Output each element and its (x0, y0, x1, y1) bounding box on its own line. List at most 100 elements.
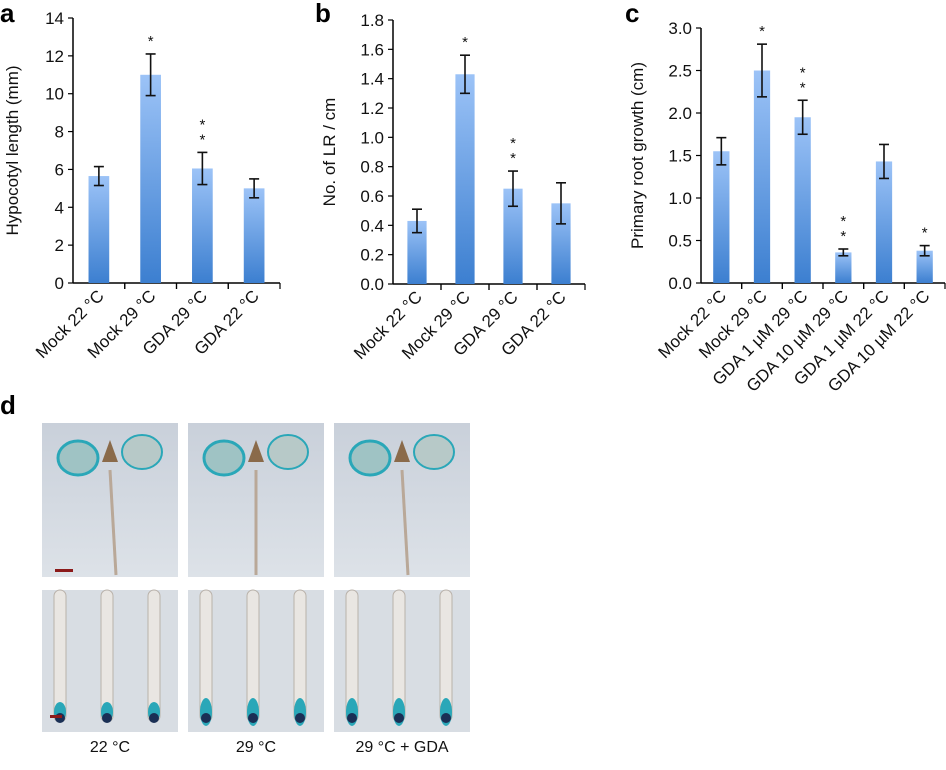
seedling-photo (334, 423, 470, 577)
y-tick-label: 1.0 (360, 128, 384, 147)
bar (503, 188, 523, 284)
y-tick-label: 4 (55, 198, 64, 217)
error-bar (556, 182, 566, 225)
cotyledon-right (413, 434, 455, 470)
significance-marker: * (840, 213, 846, 230)
shoot-apex (102, 440, 118, 462)
bar (835, 252, 852, 283)
cotyledon-right (121, 434, 163, 470)
bar (916, 250, 933, 283)
y-tick-label: 0.0 (360, 275, 384, 294)
y-tick-label: 3.0 (668, 19, 692, 38)
root-tip (149, 713, 159, 723)
root-tip (347, 713, 357, 723)
y-axis-label: Primary root growth (cm) (628, 62, 647, 249)
cotyledon-left (202, 439, 246, 477)
significance-marker: * (510, 135, 516, 152)
significance-marker: * (462, 34, 468, 51)
panel-label-d: d (0, 390, 16, 420)
panel-label-a: a (0, 0, 15, 28)
panel-d-photos: d 22 °C 29 °C 29 °C + GDA (0, 390, 470, 756)
error-bar (412, 208, 422, 234)
root-tip-photo (188, 589, 324, 732)
photo-caption: 29 °C (236, 739, 276, 756)
y-axis-label: Hypocotyl length (mm) (3, 65, 22, 235)
bar (407, 220, 427, 284)
seedling-photo (42, 423, 178, 577)
root-tip-photo (334, 589, 470, 732)
significance-marker: * (510, 150, 516, 167)
y-tick-label: 2.0 (668, 104, 692, 123)
chart-c: c 0.0 0.5 1.0 1.5 2.0 2.5 3.0 Primary root growt… (625, 0, 946, 396)
y-tick-label: 1.6 (360, 40, 384, 59)
cotyledon-left (56, 439, 100, 477)
y-tick-label: 10 (45, 85, 64, 104)
bar (753, 70, 771, 283)
y-tick-label: 0.6 (360, 187, 384, 206)
panel-label-c: c (625, 0, 639, 28)
chart-b: b 0.0 0.2 0.4 0.6 0.8 1.0 1.2 1.4 1.6 1.8 No. of LR… (315, 0, 586, 363)
root-tip (248, 713, 258, 723)
bar (140, 74, 161, 284)
bar (88, 176, 110, 283)
bar (243, 188, 265, 283)
error-bar (460, 54, 470, 95)
y-tick-label: 0.8 (360, 158, 384, 177)
significance-marker: * (199, 116, 205, 133)
y-tick-label: 0.5 (668, 232, 692, 251)
y-tick-label: 2.5 (668, 62, 692, 81)
significance-marker: * (148, 33, 154, 50)
y-tick-label: 1.4 (360, 70, 384, 89)
root-tip (441, 713, 451, 723)
bar (192, 168, 213, 283)
y-tick-label: 14 (45, 9, 64, 28)
error-bar (145, 53, 156, 97)
significance-marker: * (759, 23, 765, 40)
scale-bar (55, 569, 73, 572)
significance-marker: * (840, 228, 846, 245)
shoot-apex (248, 440, 264, 462)
significance-marker: * (800, 64, 806, 81)
error-bar (197, 151, 208, 186)
root-tip (295, 713, 305, 723)
y-tick-label: 0 (55, 274, 64, 293)
y-tick-label: 12 (45, 47, 64, 66)
y-tick-label: 0.4 (360, 216, 384, 235)
error-bar (919, 244, 930, 257)
photo-caption: 29 °C + GDA (355, 739, 448, 756)
error-bar (838, 248, 849, 257)
error-bar (93, 165, 104, 187)
y-tick-label: 0.2 (360, 246, 384, 265)
significance-marker: * (199, 131, 205, 148)
root-tip (394, 713, 404, 723)
y-tick-label: 0.0 (668, 274, 692, 293)
error-bar (249, 178, 260, 199)
seedling-photo (188, 423, 324, 577)
error-bar (797, 99, 808, 136)
photo-caption: 22 °C (90, 739, 130, 756)
panel-label-b: b (315, 0, 331, 28)
y-tick-label: 1.0 (668, 189, 692, 208)
significance-marker: * (800, 79, 806, 96)
y-tick-label: 8 (55, 123, 64, 142)
bar (794, 117, 811, 283)
y-axis-label: No. of LR / cm (320, 98, 339, 207)
error-bar (757, 43, 767, 98)
bar (713, 151, 730, 283)
hypocotyl (400, 469, 410, 576)
root-tip (102, 713, 112, 723)
significance-marker: * (922, 225, 928, 242)
y-tick-label: 1.2 (360, 99, 384, 118)
scale-bar (50, 715, 62, 718)
root-tip (201, 713, 211, 723)
cotyledon-left (348, 439, 392, 477)
error-bar (879, 143, 889, 180)
error-bar (508, 170, 518, 208)
error-bar (716, 136, 727, 166)
bar (875, 161, 893, 283)
y-tick-label: 6 (55, 160, 64, 179)
y-tick-label: 1.8 (360, 11, 384, 30)
y-tick-label: 1.5 (668, 147, 692, 166)
